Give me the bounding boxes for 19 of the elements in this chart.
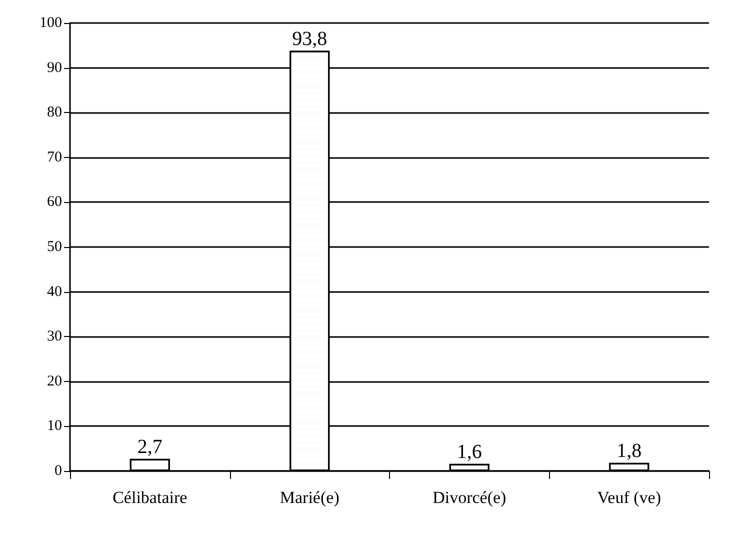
y-tick-label: 100 — [40, 15, 62, 31]
y-tick-label: 90 — [47, 60, 62, 76]
y-tick-label: 20 — [47, 373, 62, 390]
y-tick-label: 30 — [47, 328, 62, 345]
y-tick-label: 60 — [47, 194, 62, 210]
data-label: 1,6 — [456, 440, 482, 463]
y-tick-label: 40 — [47, 284, 62, 300]
x-tick-label: Célibataire — [112, 488, 188, 507]
x-tick-label: Marié(e) — [280, 488, 340, 507]
x-tick-label: Divorcé(e) — [432, 488, 506, 507]
data-label: 93,8 — [292, 28, 328, 50]
y-tick-label: 0 — [54, 463, 62, 479]
data-label: 1,8 — [616, 440, 642, 462]
x-tick-label: Veuf (ve) — [597, 488, 661, 507]
y-tick-label: 10 — [47, 418, 62, 434]
y-tick-label: 70 — [47, 149, 62, 166]
y-tick-label: 80 — [47, 104, 62, 121]
data-label: 2,7 — [137, 436, 162, 458]
y-tick-label: 50 — [47, 239, 62, 255]
